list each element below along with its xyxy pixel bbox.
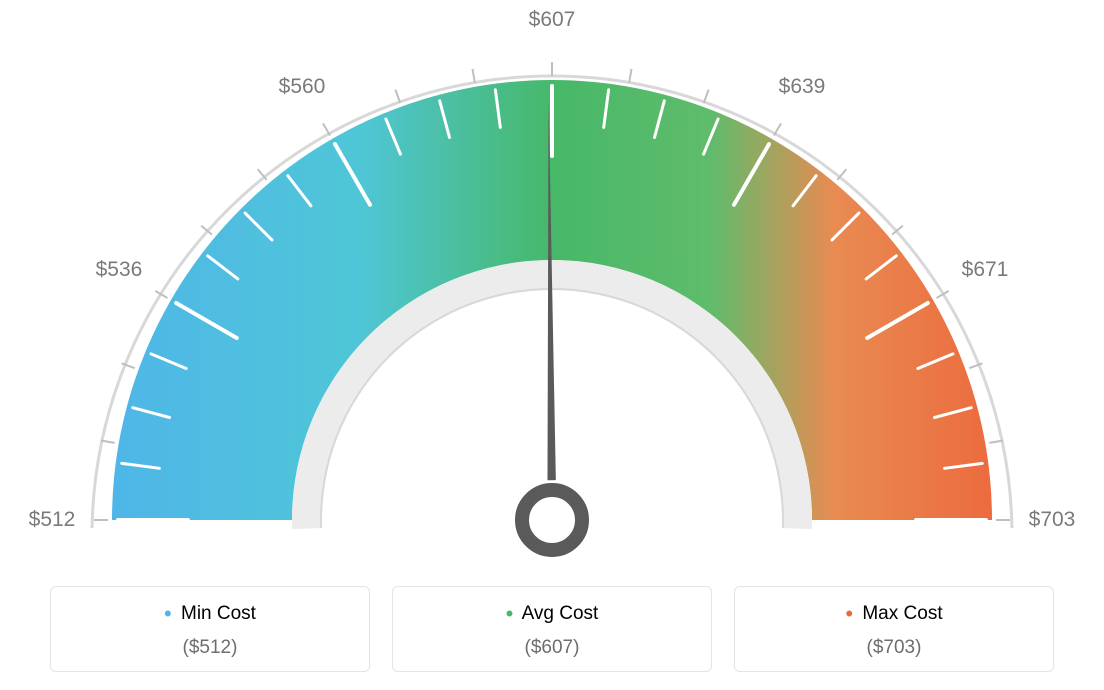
tick-label: $639: [779, 75, 826, 99]
tick-label: $536: [96, 258, 143, 282]
legend-title-avg: • Avg Cost: [401, 601, 703, 627]
legend-row: • Min Cost ($512) • Avg Cost ($607) • Ma…: [0, 586, 1104, 672]
gauge-svg: [0, 0, 1104, 580]
legend-card-min: • Min Cost ($512): [50, 586, 370, 672]
dot-icon: •: [506, 601, 514, 626]
tick-label: $671: [962, 258, 1009, 282]
legend-label-max: Max Cost: [862, 603, 942, 624]
legend-value-avg: ($607): [401, 637, 703, 659]
legend-title-max: • Max Cost: [743, 601, 1045, 627]
cost-gauge-widget: $512 $536 $560 $607 $639 $671 $703 • Min Cost …: [0, 0, 1104, 690]
legend-label-avg: Avg Cost: [522, 603, 599, 624]
tick-label: $703: [1029, 508, 1076, 532]
tick-label: $607: [529, 8, 576, 32]
gauge-area: $512 $536 $560 $607 $639 $671 $703: [0, 0, 1104, 580]
dot-icon: •: [164, 601, 172, 626]
legend-label-min: Min Cost: [181, 603, 256, 624]
tick-label: $560: [279, 75, 326, 99]
tick-label: $512: [29, 508, 76, 532]
legend-value-min: ($512): [59, 637, 361, 659]
dot-icon: •: [845, 601, 853, 626]
legend-value-max: ($703): [743, 637, 1045, 659]
legend-title-min: • Min Cost: [59, 601, 361, 627]
legend-card-avg: • Avg Cost ($607): [392, 586, 712, 672]
legend-card-max: • Max Cost ($703): [734, 586, 1054, 672]
